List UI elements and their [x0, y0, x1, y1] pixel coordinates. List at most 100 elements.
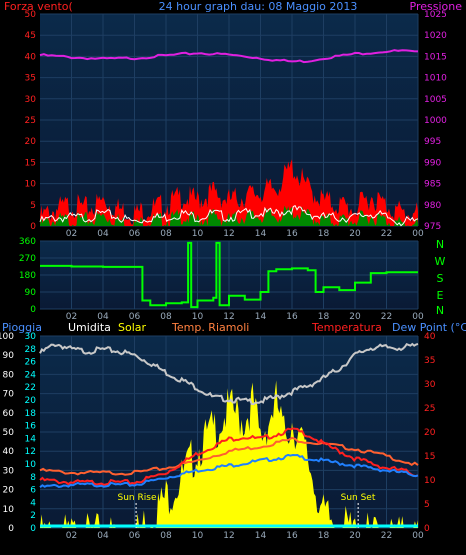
dew-point-series	[39, 453, 419, 489]
x-tick-label: 22	[381, 312, 392, 322]
y-tick-left: 50	[25, 10, 37, 20]
y-tick-rain: 16	[25, 422, 37, 432]
y-tick-rain: 24	[25, 370, 37, 380]
y-tick-temp: 20	[424, 428, 436, 438]
y-tick-right: 1000	[424, 116, 447, 126]
pressure-label: Pressione	[410, 0, 463, 13]
y-tick-humidity: 50	[3, 428, 15, 438]
x-tick-label: 18	[318, 229, 330, 239]
y-tick-left: 30	[25, 95, 37, 105]
y-tick-rain: 28	[25, 345, 37, 355]
indoor-temp-series	[39, 436, 419, 476]
y-tick-rain: 10	[25, 460, 37, 470]
x-tick-label: 12	[223, 312, 234, 322]
x-tick-label: 20	[349, 531, 361, 541]
y-tick-right: 1010	[424, 74, 447, 84]
y-tick-temp: 25	[424, 404, 435, 414]
y-tick-humidity: 10	[3, 505, 15, 515]
chart-title: 24 hour graph dau: 08 Maggio 2013	[159, 0, 358, 13]
x-tick-label: 12	[223, 531, 234, 541]
y-tick-left: 15	[25, 158, 36, 168]
y-tick-rain: 22	[25, 383, 36, 393]
y-tick-temp: 10	[424, 476, 436, 486]
y-tick-rain: 8	[30, 473, 36, 483]
y-tick-direction: 180	[19, 271, 36, 281]
y-tick-direction: 90	[25, 288, 37, 298]
wind-direction-series	[40, 241, 418, 309]
x-tick-label: 02	[66, 229, 77, 239]
y-tick-right: 1015	[424, 52, 447, 62]
y-tick-left: 40	[25, 52, 37, 62]
temperature-series	[39, 427, 419, 486]
y-tick-left: 0	[30, 222, 36, 232]
x-tick-label: 10	[192, 229, 204, 239]
y-tick-rain: 14	[25, 434, 37, 444]
x-tick-label: 14	[255, 531, 267, 541]
wind-gust-series	[40, 159, 418, 226]
y-tick-rain: 6	[30, 486, 36, 496]
y-tick-direction: 270	[19, 254, 36, 264]
x-tick-label: 04	[97, 531, 109, 541]
x-tick-label: 06	[129, 531, 141, 541]
y-tick-humidity: 0	[8, 524, 14, 534]
y-tick-left: 35	[25, 74, 36, 84]
y-tick-temp: 15	[424, 452, 435, 462]
pressure-series	[39, 49, 419, 64]
x-tick-label: 04	[97, 312, 109, 322]
y-tick-humidity: 100	[0, 332, 14, 342]
y-tick-left: 5	[30, 201, 36, 211]
y-tick-temp: 30	[424, 380, 436, 390]
y-tick-rain: 0	[30, 524, 36, 534]
y-tick-right: 985	[424, 180, 441, 190]
humidity-label: Umidita	[68, 321, 111, 334]
x-tick-label: 22	[381, 531, 392, 541]
y-tick-humidity: 90	[3, 351, 15, 361]
y-tick-humidity: 40	[3, 447, 15, 457]
x-tick-label: 18	[318, 531, 330, 541]
x-tick-label: 04	[97, 229, 109, 239]
dew-point-label: Dew Point (°C)	[392, 321, 466, 334]
y-tick-right: 980	[424, 201, 441, 211]
y-tick-temp: 35	[424, 356, 435, 366]
x-tick-label: 08	[160, 312, 172, 322]
x-tick-label: 16	[286, 312, 298, 322]
compass-s: S	[437, 272, 444, 285]
x-tick-label: 02	[66, 312, 77, 322]
wind-average-series	[40, 205, 418, 226]
x-tick-label: 00	[412, 229, 424, 239]
y-tick-right: 1025	[424, 10, 447, 20]
x-tick-label: 12	[223, 229, 234, 239]
y-tick-rain: 12	[25, 447, 36, 457]
x-tick-label: 10	[192, 531, 204, 541]
y-tick-rain: 2	[30, 511, 36, 521]
compass-n: N	[436, 238, 444, 251]
x-tick-label: 08	[160, 229, 172, 239]
y-tick-right: 995	[424, 137, 441, 147]
x-tick-label: 18	[318, 312, 330, 322]
x-tick-label: 08	[160, 531, 172, 541]
y-tick-humidity: 70	[3, 390, 15, 400]
solar-label: Solar	[118, 321, 147, 334]
x-tick-label: 20	[349, 229, 361, 239]
x-tick-label: 14	[255, 229, 267, 239]
y-tick-rain: 26	[25, 358, 37, 368]
y-tick-left: 25	[25, 116, 36, 126]
y-tick-left: 10	[25, 180, 37, 190]
x-tick-label: 16	[286, 229, 298, 239]
indoor-temp-label: Temp. Riamoli	[171, 321, 249, 334]
y-tick-temp: 5	[424, 500, 430, 510]
y-tick-left: 20	[25, 137, 37, 147]
x-tick-label: 06	[129, 229, 141, 239]
y-tick-left: 45	[25, 31, 36, 41]
compass-e: E	[437, 289, 444, 302]
y-tick-direction: 0	[30, 305, 36, 315]
sunset-label: Sun Set	[341, 493, 376, 503]
y-tick-direction: 360	[19, 237, 36, 247]
y-tick-right: 1005	[424, 95, 447, 105]
y-tick-humidity: 20	[3, 486, 15, 496]
x-tick-label: 02	[66, 531, 77, 541]
wind-speed-line	[39, 205, 419, 227]
sunrise-label: Sun Rise	[118, 493, 157, 503]
y-tick-humidity: 80	[3, 370, 15, 380]
